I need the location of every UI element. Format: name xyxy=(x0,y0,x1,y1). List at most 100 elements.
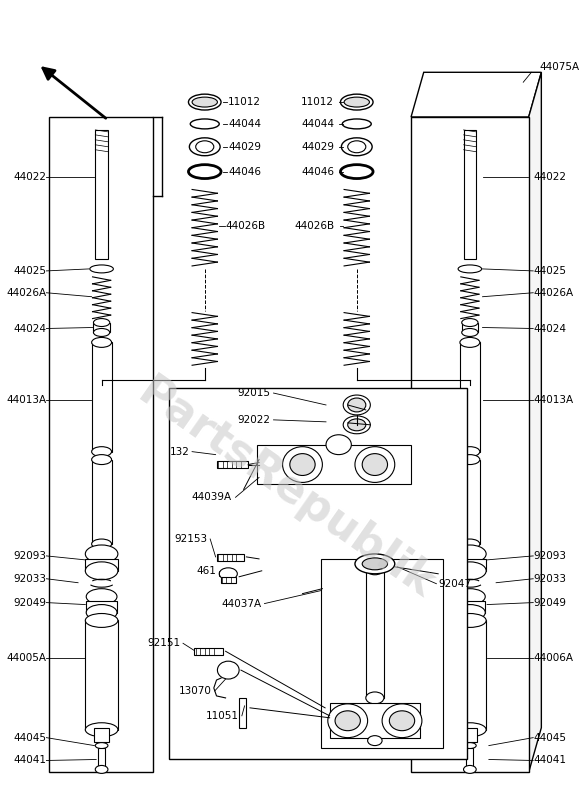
Ellipse shape xyxy=(454,562,486,580)
Bar xyxy=(85,559,118,571)
Text: 44026A: 44026A xyxy=(533,288,573,298)
Text: 44022: 44022 xyxy=(533,171,566,182)
Ellipse shape xyxy=(92,539,112,549)
Ellipse shape xyxy=(340,165,373,178)
Ellipse shape xyxy=(93,329,110,337)
Ellipse shape xyxy=(454,589,485,605)
Text: 11051: 11051 xyxy=(206,710,239,721)
Text: 44026A: 44026A xyxy=(6,288,46,298)
Ellipse shape xyxy=(347,141,366,153)
Ellipse shape xyxy=(90,265,113,273)
Ellipse shape xyxy=(283,446,322,482)
Ellipse shape xyxy=(460,454,480,465)
Ellipse shape xyxy=(95,742,108,749)
Ellipse shape xyxy=(85,562,118,580)
Ellipse shape xyxy=(454,605,485,621)
Bar xyxy=(462,322,478,333)
Bar xyxy=(95,728,109,742)
Ellipse shape xyxy=(366,563,384,574)
Bar xyxy=(460,342,480,452)
Text: 44037A: 44037A xyxy=(222,598,262,609)
Ellipse shape xyxy=(347,419,366,430)
Text: 461: 461 xyxy=(197,566,217,576)
Ellipse shape xyxy=(326,434,352,454)
Ellipse shape xyxy=(335,711,360,730)
Bar xyxy=(169,388,467,759)
Ellipse shape xyxy=(190,119,219,129)
Ellipse shape xyxy=(92,338,112,347)
Bar xyxy=(221,577,235,582)
Ellipse shape xyxy=(95,766,108,774)
Ellipse shape xyxy=(86,589,117,605)
Text: 92033: 92033 xyxy=(533,574,566,584)
Bar xyxy=(93,322,110,333)
Ellipse shape xyxy=(290,454,315,475)
Bar xyxy=(86,601,117,613)
Ellipse shape xyxy=(462,329,478,337)
Ellipse shape xyxy=(342,119,371,129)
Ellipse shape xyxy=(92,446,112,457)
Ellipse shape xyxy=(189,94,221,110)
Text: 44005A: 44005A xyxy=(6,653,46,663)
Text: 92049: 92049 xyxy=(533,598,566,607)
Ellipse shape xyxy=(196,141,214,153)
Text: 92033: 92033 xyxy=(13,574,46,584)
Bar xyxy=(217,554,244,561)
Ellipse shape xyxy=(344,97,370,107)
Bar xyxy=(460,459,480,544)
Bar xyxy=(411,117,529,772)
Text: 44075A: 44075A xyxy=(540,62,580,72)
Bar xyxy=(95,130,108,259)
Text: 11012: 11012 xyxy=(301,97,334,107)
Text: 92049: 92049 xyxy=(13,598,46,607)
Text: 44025: 44025 xyxy=(533,266,566,276)
Bar xyxy=(366,569,384,698)
Text: 44022: 44022 xyxy=(13,171,46,182)
Text: 92047: 92047 xyxy=(438,578,471,589)
Bar xyxy=(239,698,246,728)
Ellipse shape xyxy=(328,704,367,738)
Ellipse shape xyxy=(382,704,422,738)
Bar xyxy=(464,130,476,259)
Bar xyxy=(321,559,443,747)
Ellipse shape xyxy=(355,554,395,574)
Ellipse shape xyxy=(460,446,480,457)
Text: 11012: 11012 xyxy=(228,97,261,107)
Text: 44029: 44029 xyxy=(301,142,334,152)
Bar xyxy=(92,342,112,452)
Text: 92093: 92093 xyxy=(13,551,46,561)
Ellipse shape xyxy=(347,398,366,412)
Ellipse shape xyxy=(219,568,237,580)
Text: 44026B: 44026B xyxy=(294,222,334,231)
Text: 44026B: 44026B xyxy=(225,222,266,231)
Ellipse shape xyxy=(217,661,239,679)
Ellipse shape xyxy=(189,138,220,156)
Bar xyxy=(454,621,486,730)
Text: 44029: 44029 xyxy=(228,142,261,152)
Text: 44025: 44025 xyxy=(13,266,46,276)
Bar xyxy=(454,559,486,571)
Text: 44046: 44046 xyxy=(301,166,334,177)
Bar xyxy=(217,461,248,467)
Bar xyxy=(466,747,474,770)
Ellipse shape xyxy=(85,614,118,627)
Ellipse shape xyxy=(390,711,415,730)
Ellipse shape xyxy=(462,318,478,326)
Ellipse shape xyxy=(367,736,382,746)
Bar xyxy=(85,621,118,730)
Text: 44024: 44024 xyxy=(533,323,566,334)
Text: 132: 132 xyxy=(169,446,189,457)
Text: 92022: 92022 xyxy=(238,415,271,425)
Ellipse shape xyxy=(464,742,476,749)
Ellipse shape xyxy=(85,545,118,563)
Text: 44044: 44044 xyxy=(228,119,261,129)
Ellipse shape xyxy=(454,614,486,627)
Text: 92151: 92151 xyxy=(147,638,180,648)
Text: 44046: 44046 xyxy=(228,166,261,177)
Ellipse shape xyxy=(340,94,373,110)
Text: PartsRepublik: PartsRepublik xyxy=(130,371,443,608)
Text: 44013A: 44013A xyxy=(6,395,46,405)
Bar xyxy=(49,117,153,772)
Text: 44044: 44044 xyxy=(301,119,334,129)
Text: 44013A: 44013A xyxy=(533,395,573,405)
